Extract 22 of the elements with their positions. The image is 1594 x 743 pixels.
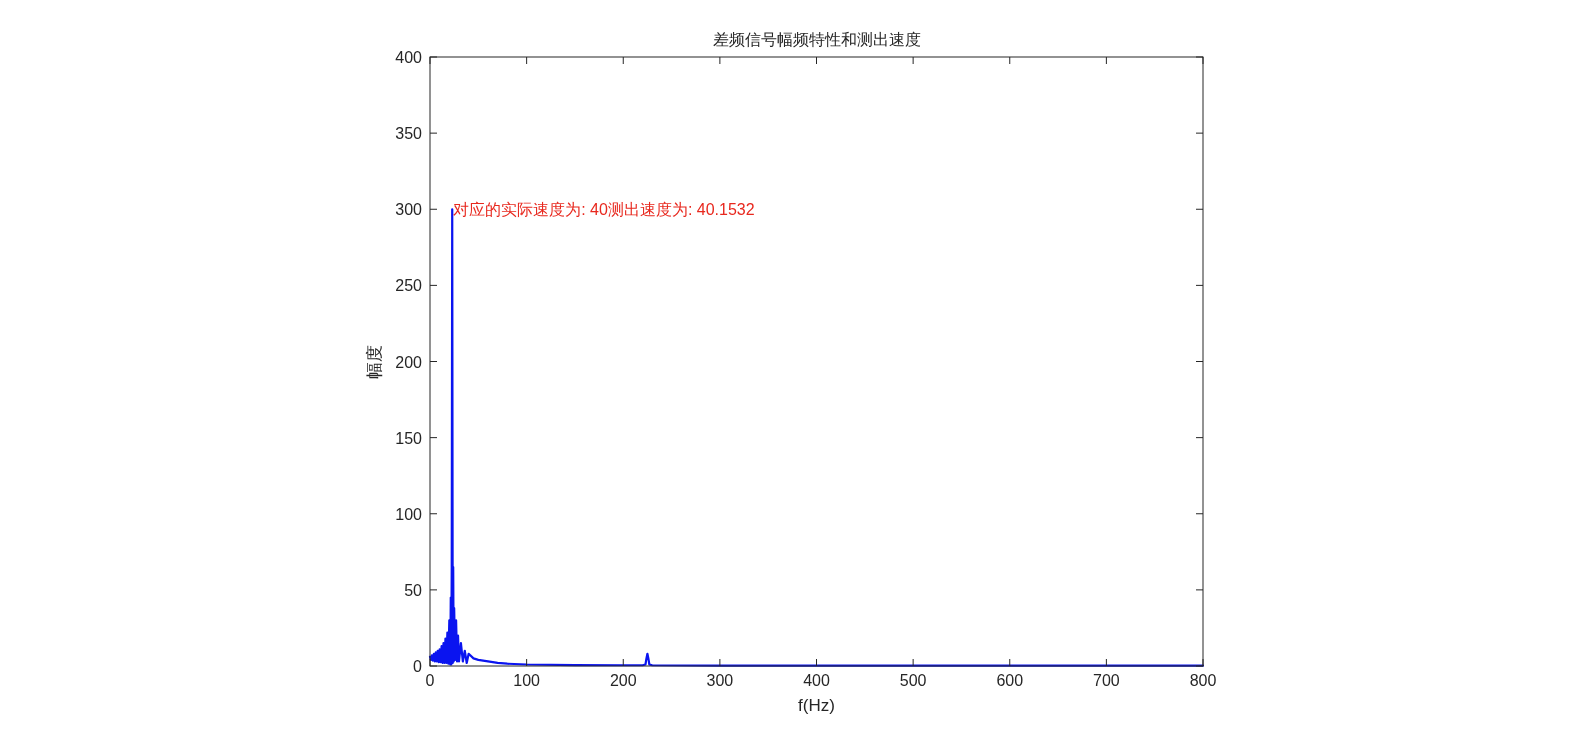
y-tick-label: 350 bbox=[395, 125, 423, 143]
y-tick-label: 0 bbox=[413, 658, 423, 675]
annotation: 对应的实际速度为: 40测出速度为: 40.1532 bbox=[453, 201, 755, 219]
x-tick-label: 600 bbox=[996, 672, 1024, 689]
x-tick-label: 400 bbox=[803, 672, 830, 689]
y-tick-label: 300 bbox=[395, 201, 423, 219]
y-tick-label: 150 bbox=[395, 429, 423, 447]
chart-title: 差频信号幅频特性和测出速度 bbox=[712, 31, 921, 48]
x-tick-label: 100 bbox=[513, 672, 541, 689]
x-tick-label: 200 bbox=[609, 672, 637, 689]
y-tick-label: 50 bbox=[404, 581, 423, 599]
y-tick-label: 200 bbox=[395, 353, 423, 371]
y-axis-title: 幅度 bbox=[365, 344, 384, 379]
y-tick-label: 250 bbox=[395, 277, 423, 295]
x-tick-label: 800 bbox=[1189, 672, 1217, 689]
x-tick-label: 0 bbox=[425, 672, 435, 689]
y-tick-label: 400 bbox=[395, 49, 423, 66]
x-axis-title: f(Hz) bbox=[798, 696, 835, 715]
y-tick-label: 100 bbox=[395, 505, 423, 523]
x-tick-label: 300 bbox=[706, 672, 734, 689]
x-tick-label: 700 bbox=[1093, 672, 1120, 689]
x-tick-label: 500 bbox=[899, 672, 927, 689]
